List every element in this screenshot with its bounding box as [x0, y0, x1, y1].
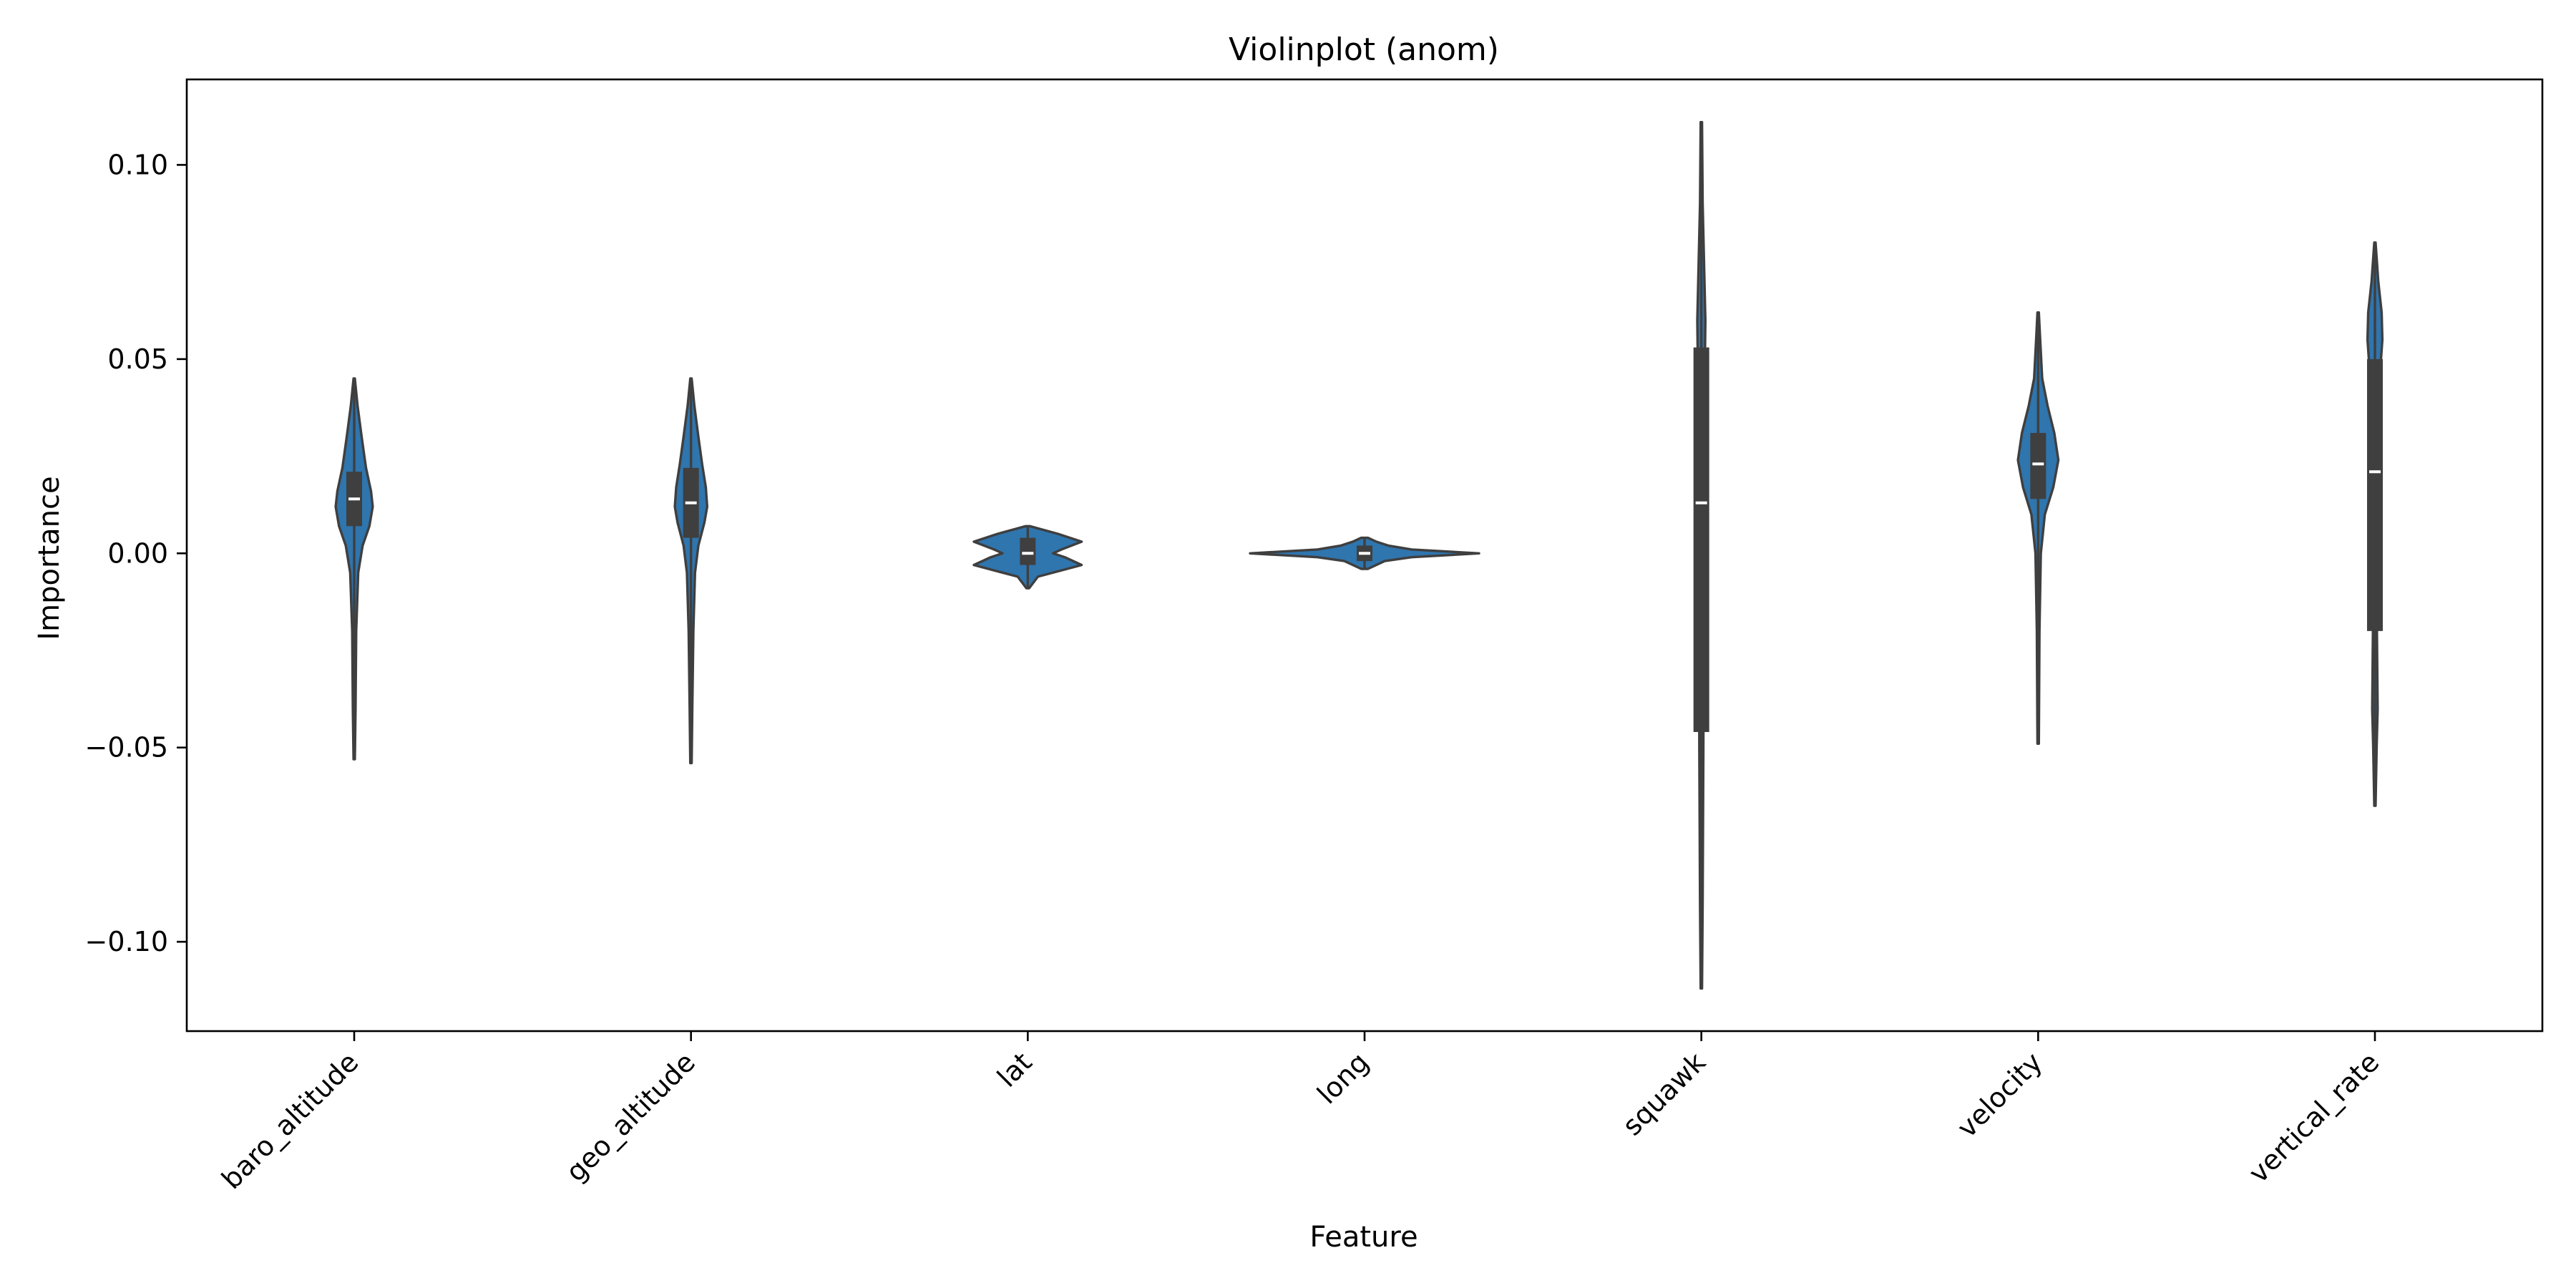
y-tick-label: 0.10	[107, 149, 168, 180]
violin-iqr-box-lat	[1020, 537, 1036, 565]
x-tick-label: geo_altitude	[560, 1046, 701, 1188]
y-tick-label: 0.05	[107, 343, 168, 375]
y-tick-label: −0.05	[85, 732, 168, 763]
chart-title: Violinplot (anom)	[1229, 31, 1499, 68]
y-tick-label: 0.00	[107, 537, 168, 569]
x-tick-label: lat	[991, 1046, 1038, 1093]
y-tick-label: −0.10	[85, 926, 168, 957]
x-axis: baro_altitude geo_altitude lat long squawk ve…	[215, 1031, 2385, 1195]
y-axis-label: Importance	[33, 476, 66, 640]
violin-iqr-box-vertical_rate	[2367, 358, 2383, 631]
x-tick-label: squawk	[1616, 1046, 1712, 1141]
violins-layer	[334, 121, 2384, 990]
x-tick-label: vertical_rate	[2243, 1046, 2385, 1189]
x-tick-label: velocity	[1951, 1046, 2049, 1143]
violin-iqr-box-squawk	[1693, 347, 1709, 733]
x-tick-label: baro_altitude	[215, 1046, 364, 1195]
violin-iqr-box-velocity	[2030, 433, 2046, 499]
x-axis-label: Feature	[1309, 1221, 1418, 1254]
x-tick-label: long	[1311, 1046, 1375, 1110]
y-axis: −0.10 −0.05 0.00 0.05 0.10	[85, 149, 187, 957]
